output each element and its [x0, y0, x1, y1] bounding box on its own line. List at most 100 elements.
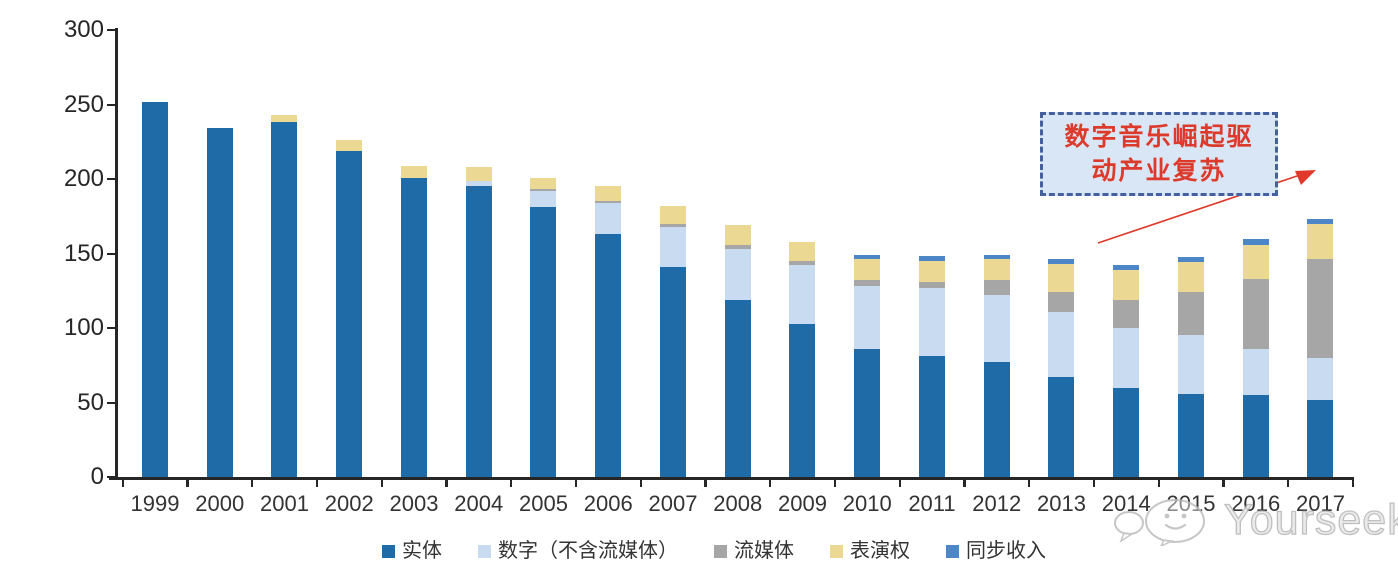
bar-2006-digital-ex-streaming — [595, 202, 622, 235]
bar-2011-sync-revenue — [918, 256, 945, 261]
y-tick — [107, 103, 116, 106]
bar-2006-physical — [595, 234, 622, 477]
legend-item-digital-ex-streaming: 数字（不含流媒体） — [478, 540, 678, 562]
bar-2012-sync-revenue — [983, 255, 1010, 260]
bar-2000-physical — [206, 128, 233, 477]
y-tick-label: 100 — [63, 314, 104, 341]
bar-2016-digital-ex-streaming — [1242, 348, 1269, 396]
x-tick-label-2000: 2000 — [195, 491, 245, 516]
x-tick-label-2012: 2012 — [972, 491, 1022, 516]
x-tick — [1028, 479, 1031, 487]
bar-2013-digital-ex-streaming — [1048, 311, 1075, 378]
y-tick-label: 200 — [63, 165, 104, 192]
bar-2014-digital-ex-streaming — [1113, 328, 1140, 388]
legend-item-performance-rights: 表演权 — [830, 540, 910, 562]
legend-label-streaming: 流媒体 — [734, 540, 794, 562]
y-tick-label: 300 — [63, 16, 104, 43]
x-tick — [186, 479, 189, 487]
bar-2009-streaming — [789, 260, 816, 266]
x-tick-label-2006: 2006 — [583, 491, 633, 516]
bar-2015-physical — [1177, 393, 1204, 477]
bar-2008-performance-rights — [724, 225, 751, 245]
legend-item-streaming: 流媒体 — [714, 540, 794, 562]
legend-swatch-streaming — [714, 544, 727, 558]
legend-label-sync-revenue: 同步收入 — [966, 540, 1046, 562]
bar-2004-digital-ex-streaming — [465, 180, 492, 187]
bar-2010-digital-ex-streaming — [854, 286, 881, 349]
y-tick-label: 250 — [63, 90, 104, 118]
bar-2011-performance-rights — [918, 260, 945, 282]
bar-2016-streaming — [1242, 278, 1269, 349]
bar-2008-physical — [724, 299, 751, 477]
legend-swatch-digital-ex-streaming — [478, 544, 491, 558]
x-tick-label-2005: 2005 — [518, 491, 568, 516]
x-tick — [510, 479, 513, 487]
bar-2017-digital-ex-streaming — [1307, 357, 1334, 400]
legend-item-physical: 实体 — [382, 540, 442, 562]
annotation-callout: 数字音乐崛起驱 动产业复苏 — [1040, 112, 1278, 196]
bar-2012-streaming — [983, 280, 1010, 296]
bar-2017-streaming — [1307, 259, 1334, 358]
y-tick — [107, 476, 116, 479]
bar-2014-physical — [1113, 387, 1140, 477]
x-tick — [1351, 479, 1355, 487]
bar-2001-physical — [271, 122, 298, 477]
bar-2010-streaming — [854, 280, 881, 287]
legend-label-digital-ex-streaming: 数字（不含流媒体） — [498, 540, 678, 562]
bar-2003-performance-rights — [400, 165, 427, 178]
legend-item-sync-revenue: 同步收入 — [946, 540, 1046, 562]
bar-2015-streaming — [1177, 292, 1204, 336]
annotation-text-line1: 数字音乐崛起驱 — [1064, 123, 1254, 151]
bar-2003-physical — [400, 177, 427, 477]
bar-2004-physical — [465, 186, 492, 477]
bar-2012-digital-ex-streaming — [983, 295, 1010, 363]
bar-2005-physical — [530, 207, 557, 477]
bar-2005-performance-rights — [530, 177, 557, 190]
bar-1999-physical — [141, 101, 168, 477]
bar-2005-digital-ex-streaming — [530, 190, 557, 208]
x-tick — [1157, 479, 1160, 487]
x-tick — [769, 479, 772, 487]
bar-2009-performance-rights — [789, 241, 816, 261]
x-tick-label-2001: 2001 — [259, 491, 309, 516]
x-tick-label-2011: 2011 — [908, 491, 956, 516]
y-tick — [107, 252, 116, 255]
x-tick-label-2009: 2009 — [777, 491, 827, 516]
x-tick — [704, 479, 707, 487]
legend-label-performance-rights: 表演权 — [850, 540, 910, 562]
x-tick — [121, 479, 124, 487]
x-tick-label-2008: 2008 — [713, 491, 763, 516]
y-tick — [107, 401, 116, 404]
bar-2009-physical — [789, 323, 816, 477]
bar-2016-performance-rights — [1242, 244, 1269, 279]
x-tick-label-2015: 2015 — [1166, 491, 1216, 516]
legend-swatch-performance-rights — [830, 544, 843, 558]
x-tick-label-2004: 2004 — [454, 491, 504, 516]
x-tick — [1222, 479, 1225, 487]
x-tick — [380, 479, 383, 487]
bar-2011-digital-ex-streaming — [918, 287, 945, 357]
annotation-text-line2: 动产业复苏 — [1091, 157, 1227, 185]
bar-2008-digital-ex-streaming — [724, 249, 751, 300]
bar-2006-streaming — [595, 201, 622, 203]
x-tick-label-2013: 2013 — [1036, 491, 1086, 516]
x-tick-label-1999: 1999 — [130, 491, 180, 516]
bar-2007-streaming — [659, 223, 686, 227]
bar-2002-physical — [336, 150, 363, 477]
bar-2005-streaming — [530, 189, 557, 191]
bar-2013-streaming — [1048, 292, 1075, 312]
y-tick — [107, 327, 116, 330]
x-tick — [833, 479, 837, 487]
bar-2014-performance-rights — [1113, 269, 1140, 300]
x-tick — [1287, 479, 1290, 487]
bar-2017-physical — [1307, 399, 1334, 477]
y-axis-line — [115, 28, 118, 479]
x-tick-label-2017: 2017 — [1295, 491, 1345, 516]
y-tick-label: 0 — [90, 463, 104, 490]
bar-2008-streaming — [724, 244, 751, 250]
bar-2002-performance-rights — [336, 140, 363, 151]
y-tick — [107, 178, 116, 181]
bar-2015-sync-revenue — [1177, 256, 1204, 263]
bar-2016-sync-revenue — [1242, 238, 1269, 245]
